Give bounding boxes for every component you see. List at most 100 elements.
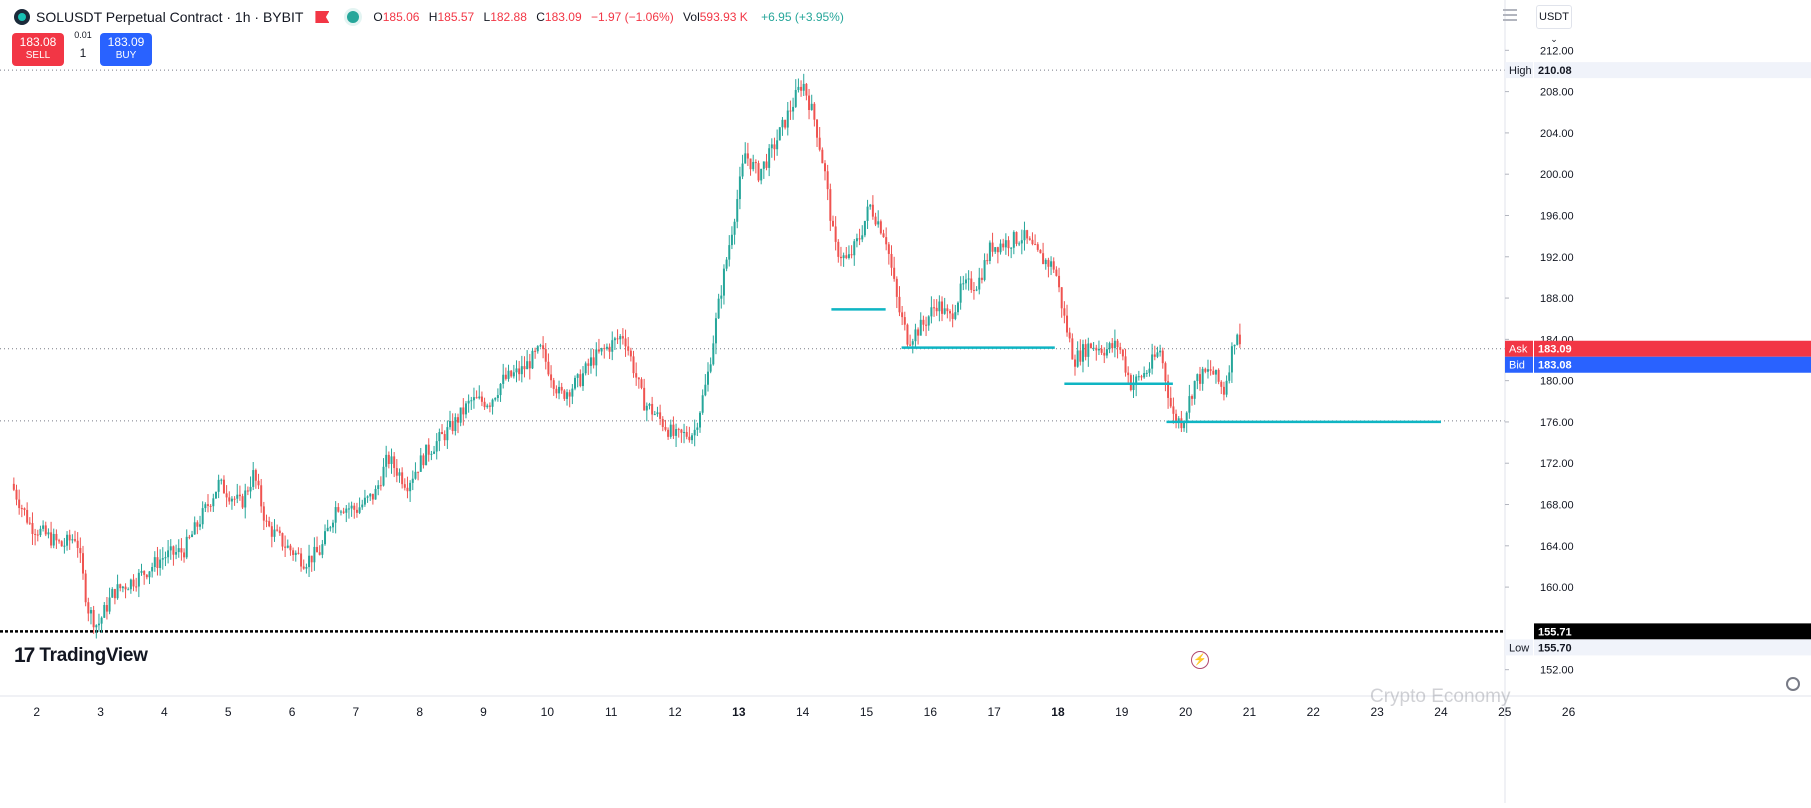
candle-body <box>730 234 733 246</box>
change-value: −1.97 (−1.06%) <box>590 10 674 24</box>
logo-dot-icon <box>14 9 30 25</box>
candle-body <box>760 168 763 181</box>
candle-body <box>462 407 465 415</box>
candle-body <box>127 589 130 591</box>
candle-body <box>180 548 183 553</box>
x-tick-label: 2 <box>33 705 40 719</box>
buy-button[interactable]: 183.09 BUY <box>100 33 152 66</box>
candle-body <box>268 521 271 527</box>
candle-body <box>754 161 757 164</box>
candle-body <box>201 508 204 525</box>
candle-body <box>914 329 917 342</box>
candle-body <box>933 307 936 309</box>
candle-body <box>558 386 561 394</box>
candle-body <box>725 259 728 269</box>
candle-body <box>47 532 50 535</box>
bid-price-label: 183.08 <box>1538 360 1572 372</box>
sell-button[interactable]: 183.08 SELL <box>12 33 64 66</box>
candle-body <box>1111 343 1114 349</box>
ask-tag-label: Ask <box>1509 344 1528 356</box>
candle-body <box>1145 372 1148 374</box>
candle-body <box>847 254 850 258</box>
candle-body <box>784 119 787 128</box>
y-axis-panel[interactable] <box>1505 0 1811 803</box>
support-price-label: 155.71 <box>1538 626 1572 638</box>
candle-body <box>417 471 420 473</box>
candle-body <box>816 119 819 138</box>
flag-icon[interactable] <box>315 11 330 23</box>
candle-body <box>800 86 803 91</box>
candle-body <box>143 571 146 575</box>
candle-body <box>1214 369 1217 375</box>
candle-body <box>185 536 188 558</box>
candle-body <box>334 507 337 523</box>
candle-body <box>456 417 459 423</box>
currency-select[interactable]: USDT <box>1536 5 1572 29</box>
candle-body <box>980 277 983 280</box>
candle-body <box>802 83 805 91</box>
high-label: H <box>428 10 438 24</box>
candle-body <box>151 567 154 572</box>
candle-body <box>869 204 872 207</box>
candle-body <box>79 547 82 554</box>
tradingview-logo[interactable]: 17 TradingView <box>14 644 148 668</box>
quantity-stepper[interactable]: 0.01 1 <box>70 30 96 60</box>
candle-body <box>837 241 840 257</box>
candle-body <box>970 278 973 290</box>
candle-body <box>568 392 571 397</box>
candle-body <box>310 555 313 563</box>
candle-body <box>1028 238 1031 240</box>
flash-icon[interactable]: ⚡ <box>1191 651 1209 669</box>
candle-body <box>217 479 220 492</box>
candle-body <box>302 566 305 569</box>
candle-body <box>494 398 497 400</box>
candle-body <box>648 403 651 406</box>
menu-icon[interactable] <box>1503 9 1517 21</box>
candle-body <box>270 526 273 537</box>
low-tag-bg <box>1505 639 1533 656</box>
candle-body <box>409 482 412 492</box>
candle-body <box>318 552 321 555</box>
candle-body <box>135 586 138 588</box>
candle-body <box>1004 240 1007 248</box>
candle-body <box>1058 275 1061 288</box>
candle-body <box>637 377 640 380</box>
candle-body <box>395 468 398 476</box>
candle-body <box>84 573 87 603</box>
candle-body <box>547 361 550 375</box>
candle-body <box>252 470 255 487</box>
candle-body <box>611 340 614 352</box>
symbol-title[interactable]: SOLUSDT Perpetual Contract · 1h · BYBIT <box>36 9 304 25</box>
candle-body <box>496 395 499 399</box>
candle-body <box>664 426 667 430</box>
candle-body <box>810 103 813 111</box>
x-tick-label: 3 <box>97 705 104 719</box>
candle-body <box>1092 347 1095 349</box>
candle-body <box>1183 422 1186 429</box>
candle-body <box>427 444 430 455</box>
candle-body <box>1079 350 1082 362</box>
candle-body <box>276 529 279 531</box>
candle-body <box>95 625 98 628</box>
candle-body <box>502 374 505 384</box>
candle-body <box>946 308 949 312</box>
candle-body <box>401 472 404 485</box>
eye-icon[interactable] <box>347 11 360 23</box>
x-tick-label: 20 <box>1179 705 1193 719</box>
candle-body <box>464 403 467 415</box>
gear-icon[interactable] <box>1786 677 1800 691</box>
candle-body <box>1042 253 1045 265</box>
x-tick-label: 16 <box>924 705 938 719</box>
candle-body <box>999 243 1002 253</box>
low-label: L <box>483 10 491 24</box>
candle-body <box>600 348 603 352</box>
candle-body <box>510 370 513 377</box>
candle-body <box>300 553 303 567</box>
candle-body <box>1199 374 1202 384</box>
candle-body <box>281 533 284 547</box>
candle-body <box>475 397 478 399</box>
candle-body <box>757 163 760 181</box>
candle-body <box>701 395 704 413</box>
